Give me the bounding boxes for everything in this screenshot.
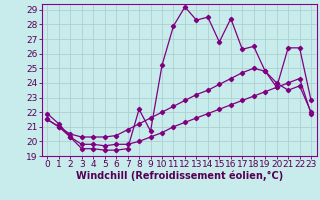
- X-axis label: Windchill (Refroidissement éolien,°C): Windchill (Refroidissement éolien,°C): [76, 171, 283, 181]
